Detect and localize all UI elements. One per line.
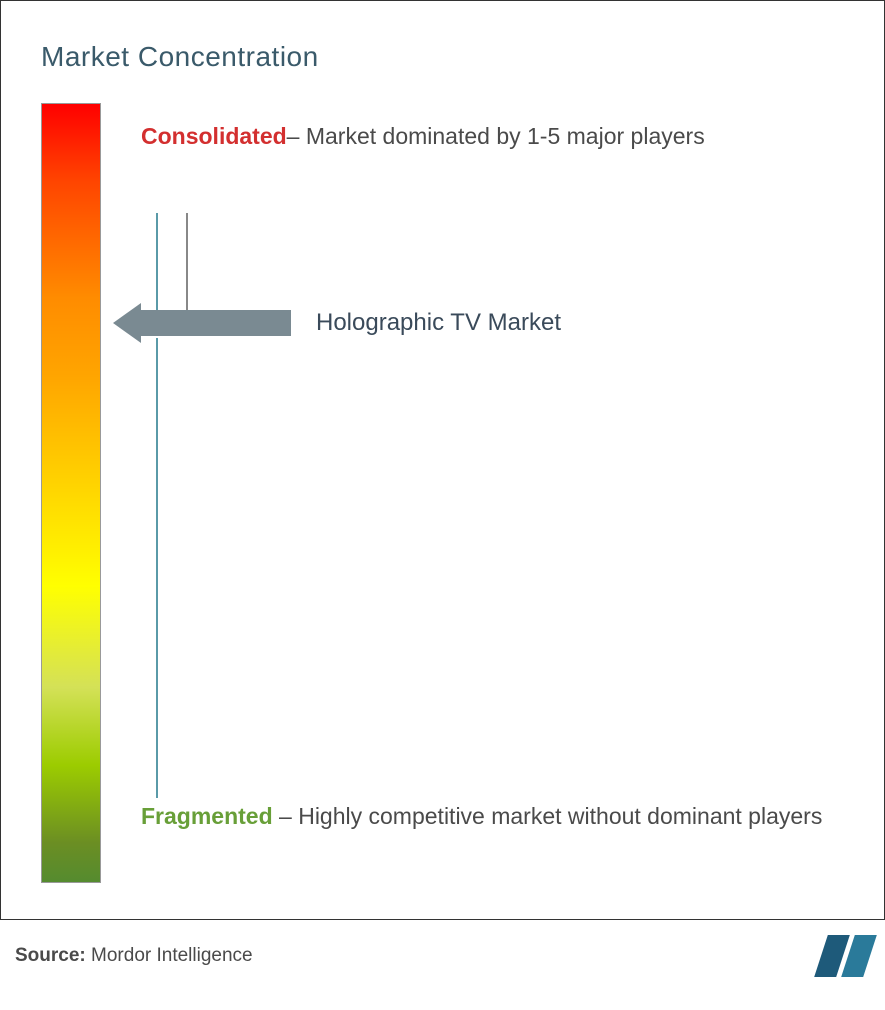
fragmented-label: Fragmented – Highly competitive market w…: [141, 793, 841, 839]
arrow-head: [113, 303, 141, 343]
source-attribution: Source: Mordor Intelligence: [15, 945, 253, 967]
fragmented-word: Fragmented: [141, 803, 273, 829]
chart-container: Market Concentration Consolidated– Marke…: [0, 0, 885, 920]
source-label: Source:: [15, 945, 86, 966]
source-name: Mordor Intelligence: [86, 945, 253, 966]
chart-title: Market Concentration: [41, 41, 844, 73]
connector-line-bottom: [156, 338, 158, 798]
consolidated-description: – Market dominated by 1-5 major players: [287, 123, 705, 149]
arrow-shaft: [141, 310, 291, 336]
footer: Source: Mordor Intelligence: [0, 935, 885, 977]
market-name-label: Holographic TV Market: [316, 309, 561, 337]
consolidated-word: Consolidated: [141, 123, 287, 149]
consolidated-label: Consolidated– Market dominated by 1-5 ma…: [141, 113, 841, 159]
content-area: Consolidated– Market dominated by 1-5 ma…: [41, 103, 844, 883]
concentration-gradient-bar: [41, 103, 101, 883]
arrow-icon: [113, 303, 291, 343]
mordor-logo-icon: [821, 935, 870, 977]
fragmented-description: – Highly competitive market without domi…: [273, 803, 823, 829]
market-position-indicator: Holographic TV Market: [113, 303, 561, 343]
